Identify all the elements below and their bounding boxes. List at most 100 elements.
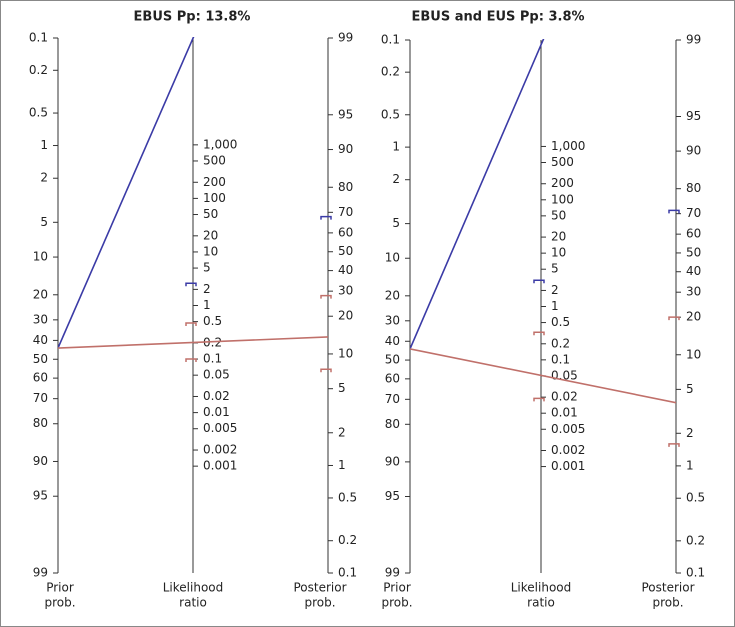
prior-tick-label: 90 [33, 454, 48, 468]
line [410, 348, 676, 404]
prior-tick-label: 1 [40, 138, 48, 152]
lr-tick-label: 1 [551, 299, 559, 313]
lr-tick-label: 0.01 [203, 405, 230, 419]
prior-tick-label: 0.5 [381, 107, 400, 121]
lr-tick-label: 5 [203, 261, 211, 275]
prior-tick-label: 10 [33, 250, 48, 264]
posterior-tick-label: 60 [338, 225, 353, 239]
interval-mark [533, 397, 545, 402]
posterior-tick-label: 99 [338, 31, 353, 45]
interval-mark [185, 358, 197, 363]
line [410, 39, 545, 350]
prior-tick-label: 99 [385, 566, 400, 580]
posterior-tick-label: 0.1 [338, 566, 357, 580]
prior-tick-label: 70 [385, 392, 400, 406]
lr-tick-label: 500 [551, 155, 574, 169]
prior-tick-label: 40 [33, 333, 48, 347]
posterior-tick-label: 20 [338, 309, 353, 323]
posterior-tick-label: 80 [338, 180, 353, 194]
lr-tick-label: 1 [203, 298, 211, 312]
posterior-tick-label: 2 [338, 425, 346, 439]
axis-label: ratio [527, 596, 555, 610]
nomogram: EBUS Pp: 13.8% 0.1 0.2 0.5 1 2 5 10 20 30 40 50 60 70… [29, 10, 357, 610]
lr-tick-label: 1,000 [203, 137, 237, 151]
prior-tick-label: 2 [392, 172, 400, 186]
posterior-tick-label: 40 [686, 264, 701, 278]
line [58, 336, 328, 349]
lr-tick-label: 500 [203, 153, 226, 167]
posterior-tick-label: 5 [686, 382, 694, 396]
axis-label: prob. [44, 596, 75, 610]
posterior-tick-label: 95 [686, 109, 701, 123]
lr-tick-label: 0.01 [551, 406, 578, 420]
posterior-tick-label: 80 [686, 181, 701, 195]
axis-label: prob. [652, 596, 683, 610]
line [58, 37, 195, 349]
interval-mark [668, 316, 680, 321]
prior-tick-label: 0.2 [29, 63, 48, 77]
prior-tick-label: 30 [33, 312, 48, 326]
lr-tick-label: 10 [551, 246, 566, 260]
prior-tick-label: 0.2 [381, 65, 400, 79]
chart-title: EBUS Pp: 13.8% [134, 10, 251, 25]
lr-tick-label: 100 [551, 192, 574, 206]
prior-tick-label: 95 [385, 489, 400, 503]
prior-tick-label: 80 [33, 416, 48, 430]
lr-tick-label: 0.001 [551, 459, 585, 473]
lr-tick-label: 2 [203, 282, 211, 296]
prior-tick-label: 5 [392, 216, 400, 230]
interval-mark [320, 368, 332, 373]
posterior-tick-label: 70 [686, 206, 701, 220]
prior-tick-label: 2 [40, 171, 48, 185]
prior-tick-label: 30 [385, 313, 400, 327]
axis-label: Likelihood [163, 581, 224, 595]
lr-tick-label: 0.1 [551, 352, 570, 366]
posterior-tick-label: 2 [686, 426, 694, 440]
lr-tick-label: 50 [551, 208, 566, 222]
prior-tick-label: 60 [385, 371, 400, 385]
posterior-tick-label: 50 [338, 244, 353, 258]
prior-tick-label: 70 [33, 391, 48, 405]
axis-label: Posterior [293, 581, 346, 595]
posterior-tick-label: 40 [338, 263, 353, 277]
posterior-tick-label: 70 [338, 205, 353, 219]
prior-tick-label: 60 [33, 371, 48, 385]
axis-label: Posterior [641, 581, 694, 595]
prior-tick-label: 80 [385, 417, 400, 431]
posterior-tick-label: 0.1 [686, 566, 705, 580]
chart-title: EBUS and EUS Pp: 3.8% [411, 10, 584, 25]
interval-mark [185, 282, 197, 287]
posterior-tick-label: 0.2 [686, 533, 705, 547]
interval-mark [320, 215, 332, 220]
lr-tick-label: 20 [203, 228, 218, 242]
lr-tick-label: 200 [551, 176, 574, 190]
posterior-tick-label: 90 [338, 142, 353, 156]
prior-tick-label: 50 [385, 353, 400, 367]
lr-tick-label: 0.1 [203, 352, 222, 366]
posterior-tick-label: 0.5 [686, 491, 705, 505]
posterior-tick-label: 0.5 [338, 490, 357, 504]
axis-label: Likelihood [511, 581, 572, 595]
lr-tick-label: 200 [203, 175, 226, 189]
interval-mark [320, 294, 332, 299]
posterior-tick-label: 10 [686, 347, 701, 361]
posterior-tick-label: 30 [686, 285, 701, 299]
lr-tick-label: 0.2 [551, 336, 570, 350]
posterior-tick-label: 99 [686, 33, 701, 47]
lr-tick-label: 0.02 [551, 390, 578, 404]
lr-tick-label: 100 [203, 191, 226, 205]
prior-tick-label: 20 [33, 287, 48, 301]
posterior-tick-label: 50 [686, 245, 701, 259]
interval-mark [668, 209, 680, 214]
interval-mark [533, 279, 545, 284]
lr-tick-label: 20 [551, 230, 566, 244]
prior-tick-label: 90 [385, 454, 400, 468]
posterior-tick-label: 0.2 [338, 533, 357, 547]
prior-tick-label: 0.5 [29, 106, 48, 120]
posterior-tick-label: 5 [338, 381, 346, 395]
axis-label: ratio [179, 596, 207, 610]
prior-tick-label: 0.1 [381, 33, 400, 47]
